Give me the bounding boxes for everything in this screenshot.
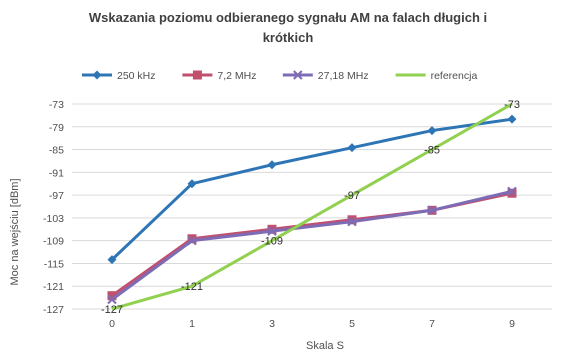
data-point: [267, 160, 277, 170]
y-tick-label: -103: [43, 213, 64, 225]
data-label: -97: [344, 190, 360, 202]
series-0: [107, 114, 517, 265]
y-tick-label: -73: [49, 99, 64, 111]
x-axis-ticks: 0 1 3 5 7 9: [109, 318, 515, 330]
legend-entry: 250 kHz: [82, 70, 156, 82]
chart-title-line2: krótkich: [263, 30, 314, 45]
data-point: [107, 294, 117, 305]
legend-label: referencja: [431, 70, 478, 82]
y-tick-label: -97: [49, 190, 64, 202]
data-label: -127: [101, 304, 123, 316]
data-label: -73: [504, 99, 520, 111]
y-tick-label: -85: [49, 145, 64, 157]
x-tick-label: 5: [349, 318, 355, 330]
data-point: [427, 126, 437, 136]
legend-label: 27,18 MHz: [318, 70, 369, 82]
data-point: [267, 226, 277, 236]
x-axis-label: Skala S: [306, 340, 344, 352]
data-point: [107, 255, 117, 265]
y-tick-label: -121: [43, 281, 64, 293]
y-axis-ticks: -73 -79 -85 -91 -97 -103 -109 -115 -121 -127: [43, 99, 64, 316]
data-point: [427, 205, 437, 216]
data-point: [507, 114, 517, 124]
x-tick-label: 0: [109, 318, 115, 330]
data-labels: -127 -121 -109 -97 -85 -73: [101, 99, 520, 316]
data-point: [187, 235, 197, 246]
data-point: [107, 291, 117, 301]
series-line: [111, 189, 513, 301]
series-line: [110, 117, 513, 261]
legend-label: 250 kHz: [117, 70, 156, 82]
legend-entry: 7,2 MHz: [182, 70, 256, 82]
data-label: -85: [424, 145, 440, 157]
series-3: [111, 102, 513, 311]
data-label: -121: [181, 281, 203, 293]
legend-entry: 27,18 MHz: [282, 70, 369, 82]
y-tick-label: -79: [49, 122, 64, 134]
x-tick-label: 7: [429, 318, 435, 330]
y-tick-label: -91: [49, 167, 64, 179]
legend-marker: [92, 70, 102, 80]
data-point: [347, 216, 357, 227]
x-tick-label: 1: [189, 318, 195, 330]
y-tick-label: -115: [44, 258, 64, 270]
series-2: [107, 186, 517, 305]
legend-marker: [293, 70, 303, 80]
gridlines: [72, 103, 552, 310]
series-layer: [107, 102, 517, 311]
data-point: [507, 188, 517, 198]
data-point: [267, 224, 277, 234]
y-tick-label: -127: [43, 304, 64, 316]
data-point: [187, 234, 197, 244]
series-line: [111, 102, 513, 311]
x-tick-label: 3: [269, 318, 275, 330]
data-point: [187, 179, 197, 189]
x-tick-label: 9: [509, 318, 515, 330]
legend-marker: [192, 70, 202, 80]
data-label: -109: [261, 236, 283, 248]
chart-title-line1: Wskazania poziomu odbieranego sygnału AM…: [89, 10, 487, 25]
y-tick-label: -109: [43, 236, 64, 248]
y-axis-label: Moc na wejściu [dBm]: [9, 179, 21, 286]
legend-label: 7,2 MHz: [217, 70, 256, 82]
data-point: [507, 186, 517, 197]
legend-entry: referencja: [395, 70, 478, 82]
data-point: [347, 215, 357, 225]
legend: 250 kHz 7,2 MHz 27,18 MHz referencja: [82, 70, 477, 82]
series-line: [111, 191, 513, 297]
data-point: [347, 143, 357, 153]
